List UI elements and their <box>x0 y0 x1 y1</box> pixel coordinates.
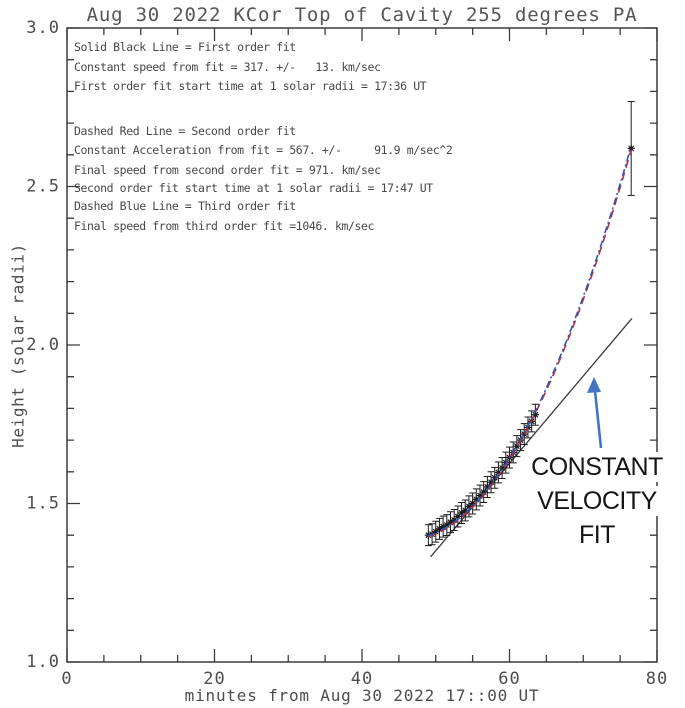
x-tick-label: 20 <box>203 669 225 689</box>
y-tick-label: 2.5 <box>26 177 60 197</box>
y-axis-label: Height (solar radii) <box>8 243 28 448</box>
y-tick-label: 3.0 <box>26 18 60 38</box>
legend-line: Dashed Red Line = Second order fit <box>74 124 296 138</box>
annotation-arrow <box>593 390 603 449</box>
legend-line: Solid Black Line = First order fit <box>74 40 296 54</box>
y-tick-label: 1.0 <box>26 652 60 672</box>
annotation-line: VELOCITY <box>533 486 661 516</box>
annotation-arrowhead-icon <box>587 377 601 393</box>
legend-line: Constant Acceleration from fit = 567. +/… <box>74 143 453 157</box>
third-order-fit-line <box>427 148 632 537</box>
second-order-fit-line <box>428 149 632 538</box>
x-tick-label: 40 <box>351 669 373 689</box>
annotation-line: CONSTANT <box>527 452 667 482</box>
legend-line: Final speed from third order fit =1046. … <box>74 219 375 233</box>
y-tick-label: 1.5 <box>26 494 60 514</box>
legend-line: First order fit start time at 1 solar ra… <box>74 79 427 93</box>
legend-line: Dashed Blue Line = Third order fit <box>74 199 296 213</box>
legend-line: Constant speed from fit = 317. +/- 13. k… <box>74 60 381 74</box>
legend-line: Second order fit start time at 1 solar r… <box>74 181 433 195</box>
x-axis-label: minutes from Aug 30 2022 17::00 UT <box>184 686 540 705</box>
x-tick-label: 0 <box>61 669 72 689</box>
annotation-line: FIT <box>575 520 619 550</box>
chart-title: Aug 30 2022 KCor Top of Cavity 255 degre… <box>86 4 638 26</box>
x-tick-label: 60 <box>498 669 520 689</box>
y-tick-label: 2.0 <box>26 335 60 355</box>
x-tick-label: 80 <box>646 669 668 689</box>
axis-ticks <box>66 27 658 663</box>
legend-line: Final speed from second order fit = 971.… <box>74 163 381 177</box>
